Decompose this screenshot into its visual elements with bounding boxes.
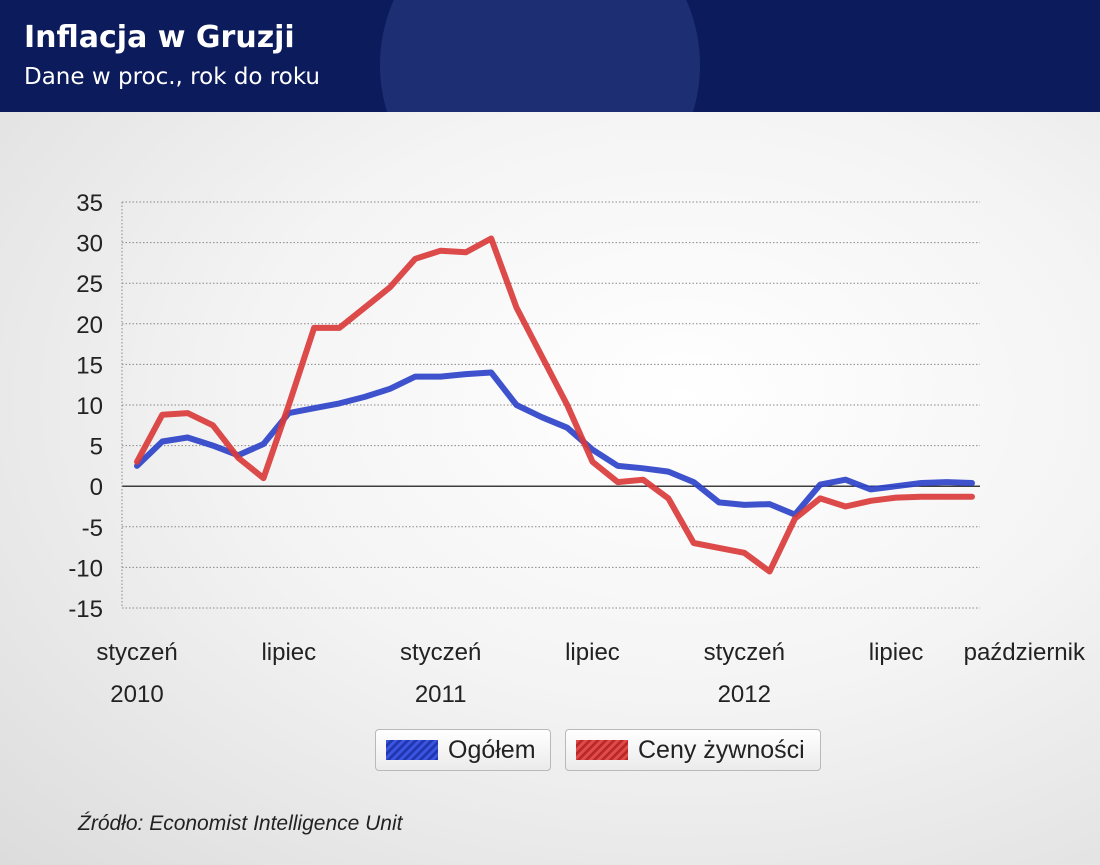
grid-lines bbox=[122, 201, 980, 609]
x-tick-label: styczeń bbox=[96, 639, 177, 666]
y-tick-label: 30 bbox=[76, 231, 103, 258]
x-tick-label: lipiec bbox=[565, 639, 620, 666]
x-tick-label: lipiec bbox=[869, 639, 924, 666]
x-tick-labels: styczeń 2010 lipiec styczeń 2011 lipiec stycze… bbox=[96, 639, 1086, 708]
y-tick-label: 0 bbox=[90, 474, 103, 501]
y-tick-label: -5 bbox=[82, 515, 103, 542]
y-tick-label: -10 bbox=[68, 555, 103, 582]
series-line-ogolem bbox=[134, 369, 975, 518]
chart-subtitle: Dane w proc., rok do roku bbox=[24, 64, 321, 90]
header-decoration bbox=[380, 0, 700, 112]
legend-swatch-ogolem bbox=[386, 740, 438, 760]
y-tick-label: -15 bbox=[68, 596, 103, 623]
x-tick-label: 2010 bbox=[110, 681, 163, 708]
x-tick-label: lipiec bbox=[261, 639, 316, 666]
y-tick-labels: 35 30 25 20 15 10 5 0 -5 -10 -15 bbox=[68, 190, 103, 623]
series-line-ceny-zywnosci bbox=[134, 235, 975, 575]
legend-label-ceny-zywnosci: Ceny żywności bbox=[638, 735, 805, 764]
y-tick-label: 5 bbox=[90, 434, 103, 461]
x-tick-label: 2011 bbox=[415, 681, 467, 708]
line-chart: 35 30 25 20 15 10 5 0 -5 -10 -15 styczeń 2010 lipiec… bbox=[68, 190, 1086, 708]
source-note: Źródło: Economist Intelligence Unit bbox=[78, 812, 403, 835]
x-tick-label: styczeń bbox=[704, 639, 785, 666]
legend-swatch-ceny-zywnosci bbox=[576, 740, 628, 760]
legend-label-ogolem: Ogółem bbox=[448, 735, 536, 764]
header-banner: Inflacja w Gruzji Dane w proc., rok do r… bbox=[0, 0, 1100, 112]
chart-title: Inflacja w Gruzji bbox=[24, 20, 295, 55]
y-tick-label: 20 bbox=[76, 312, 103, 339]
legend-item-ceny-zywnosci: Ceny żywności bbox=[565, 729, 821, 771]
legend-item-ogolem: Ogółem bbox=[375, 729, 551, 771]
x-tick-label: październik bbox=[964, 639, 1086, 666]
y-tick-label: 15 bbox=[76, 352, 103, 379]
x-tick-label: 2012 bbox=[718, 681, 771, 708]
y-tick-label: 10 bbox=[76, 393, 103, 420]
y-tick-label: 25 bbox=[76, 271, 103, 298]
series-lines bbox=[134, 235, 975, 575]
y-tick-label: 35 bbox=[76, 190, 103, 217]
axes bbox=[121, 202, 980, 608]
x-tick-label: styczeń bbox=[400, 639, 481, 666]
